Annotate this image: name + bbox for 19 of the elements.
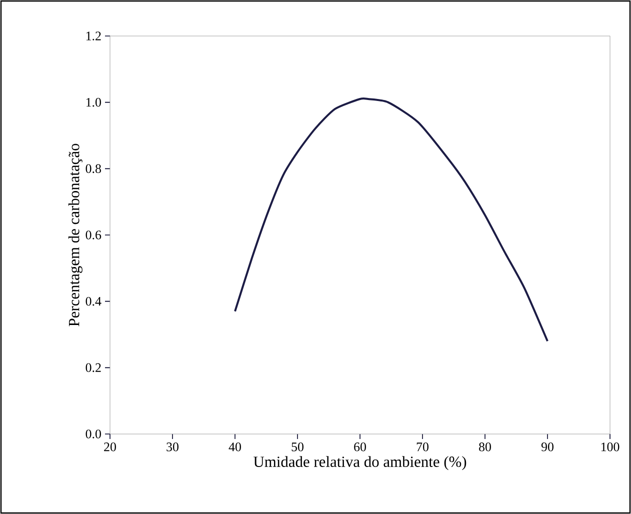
x-tick-label: 40: [228, 442, 241, 452]
y-tick-label: 0.0: [86, 430, 101, 438]
x-tick-label: 30: [166, 442, 178, 452]
y-tick-label: 1.2: [86, 32, 101, 40]
y-tick-label: 0.6: [86, 230, 102, 240]
y-tick-label: 0.2: [86, 363, 101, 372]
x-tick-label: 80: [479, 442, 491, 452]
x-tick-label: 100: [601, 442, 620, 452]
x-tick-label: 20: [104, 442, 116, 452]
x-tick-label: 90: [541, 442, 554, 452]
x-axis-title: Umidade relativa do ambiente (%): [254, 456, 466, 470]
x-tick-label: 50: [292, 442, 304, 452]
y-tick-label: 0.8: [86, 164, 101, 174]
x-tick-label: 60: [354, 442, 366, 452]
y-tick-label: 0.4: [86, 296, 102, 306]
x-tick-label: 70: [416, 442, 428, 452]
y-tick-label: 1.0: [86, 98, 101, 107]
line-series: [234, 98, 548, 342]
y-axis-title: Percentagem de carbonatação: [68, 144, 82, 326]
